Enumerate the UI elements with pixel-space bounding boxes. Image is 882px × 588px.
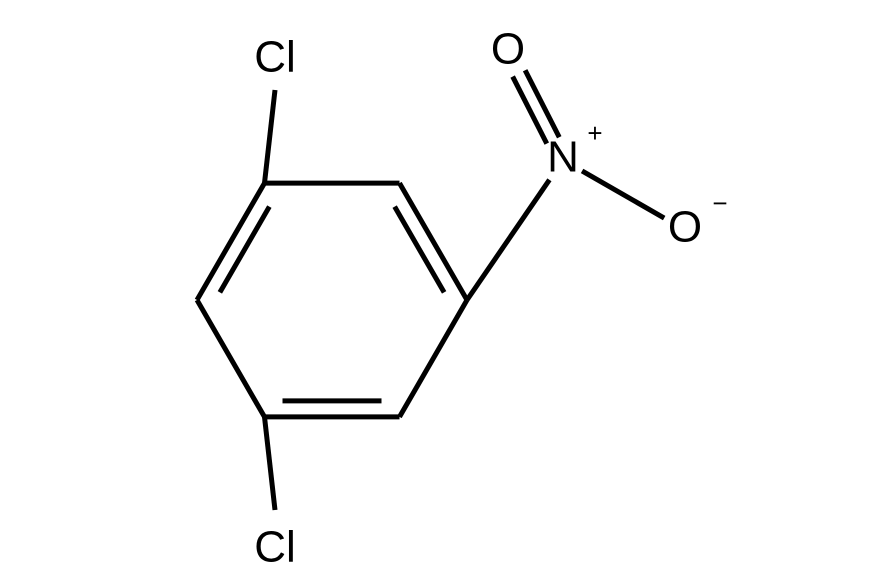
bond-c4-cl xyxy=(265,417,276,510)
atom-label-o-single: O xyxy=(668,203,702,252)
atom-label-cl-top: Cl xyxy=(254,33,296,82)
atom-label-cl-bottom: Cl xyxy=(254,523,296,572)
bond-n-o-single xyxy=(582,171,664,218)
ring-bond xyxy=(400,183,468,300)
ring-bond xyxy=(197,300,265,417)
charge-minus: − xyxy=(712,188,727,218)
bond-n-o-double xyxy=(525,70,559,137)
bond-c2-n xyxy=(467,180,549,300)
atom-label-n: N xyxy=(547,133,579,182)
bond-c6-cl xyxy=(265,90,276,183)
atom-label-o-double: O xyxy=(491,25,525,74)
ring-bond xyxy=(400,300,468,417)
ring-bond xyxy=(197,183,265,300)
bond-n-o-double xyxy=(513,77,547,144)
molecule-diagram: ClClN+OO− xyxy=(0,0,882,588)
charge-plus: + xyxy=(587,118,602,148)
